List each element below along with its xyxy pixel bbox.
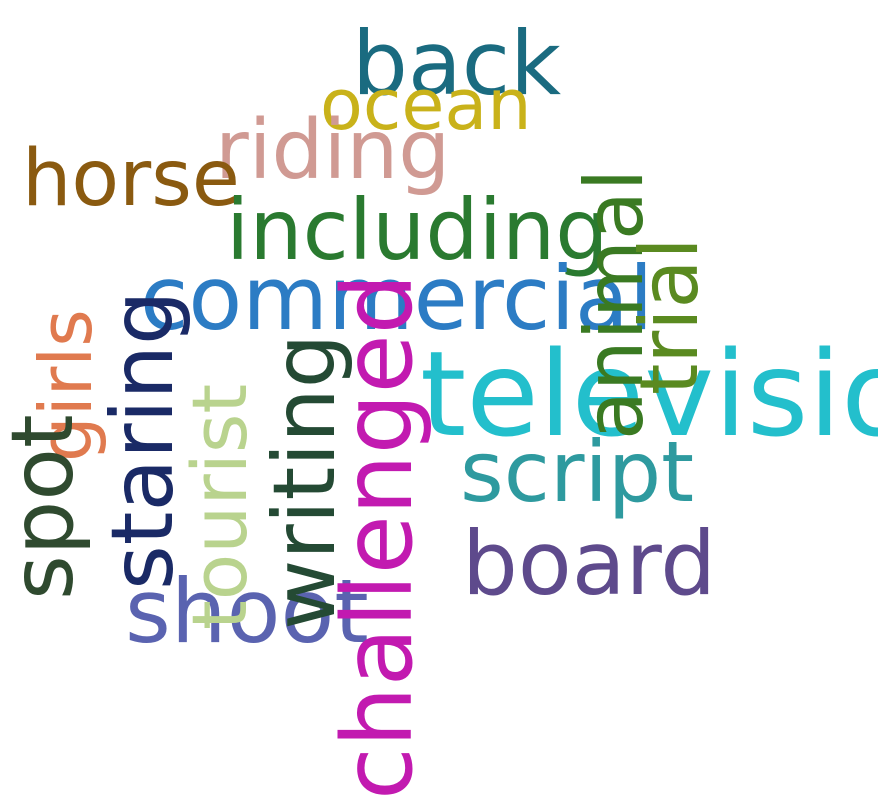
word-commercial: commercial bbox=[140, 247, 654, 350]
word-tourist: tourist bbox=[175, 383, 264, 630]
word-ocean: ocean bbox=[320, 64, 532, 146]
word-writing: writing bbox=[255, 333, 355, 630]
word-staring: staring bbox=[93, 290, 193, 590]
word-horse: horse bbox=[22, 134, 240, 224]
word-riding: riding bbox=[215, 103, 451, 198]
word-board: board bbox=[462, 512, 717, 615]
word-trial: trial bbox=[623, 237, 716, 395]
word-spot: spot bbox=[0, 414, 93, 600]
word-script: script bbox=[460, 423, 695, 521]
word-including: including bbox=[226, 181, 609, 279]
word-back: back bbox=[352, 12, 562, 115]
word-shoot: shoot bbox=[125, 560, 369, 663]
word-television: television bbox=[420, 325, 878, 463]
